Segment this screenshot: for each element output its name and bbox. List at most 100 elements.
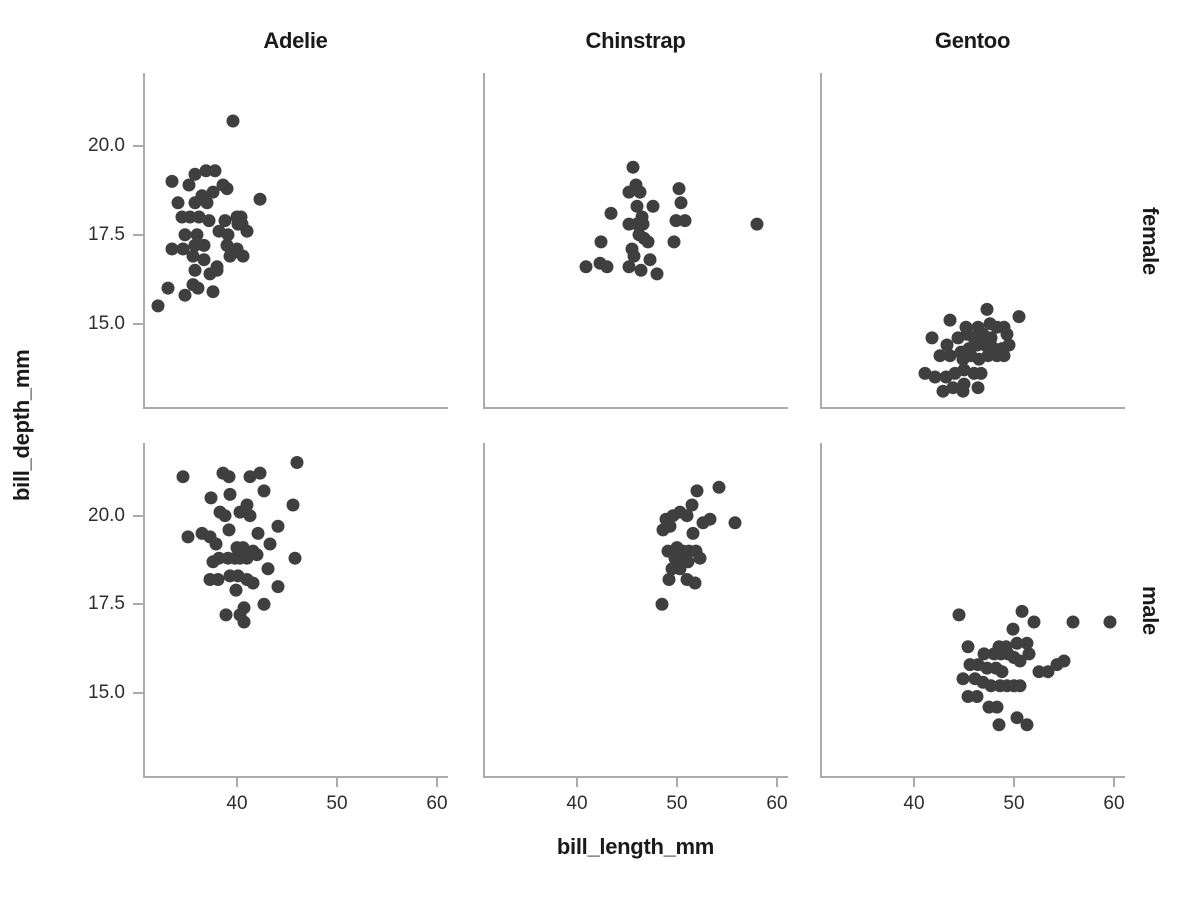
data-point [257, 484, 271, 498]
x-tick-label: 60 [1103, 793, 1125, 814]
data-point [936, 384, 950, 398]
data-point [165, 174, 179, 188]
data-point [933, 349, 947, 363]
x-tick-mark [576, 778, 578, 787]
y-tick-mark [133, 514, 143, 517]
data-point [165, 242, 179, 256]
data-point [1020, 636, 1034, 650]
facet-col-label-adelie: Adelie [263, 28, 328, 53]
data-point [206, 185, 220, 199]
data-point [188, 238, 202, 252]
data-point [940, 338, 954, 352]
data-point [646, 199, 660, 213]
data-point [594, 235, 608, 249]
data-point [240, 498, 254, 512]
data-point [1000, 327, 1014, 341]
axis-line [143, 443, 448, 778]
data-point [1013, 679, 1027, 693]
x-tick-label: 40 [226, 793, 248, 814]
data-point [243, 470, 257, 484]
data-point [271, 519, 285, 533]
data-point [604, 206, 618, 220]
data-point [1010, 636, 1024, 650]
data-point [253, 466, 267, 480]
x-tick-mark [913, 778, 915, 787]
y-tick-mark [133, 233, 143, 236]
data-point [191, 281, 205, 295]
data-point [197, 253, 211, 267]
data-point [200, 196, 214, 210]
axis-line [820, 73, 1125, 409]
x-tick-label: 40 [903, 793, 925, 814]
data-point [286, 498, 300, 512]
data-point [600, 260, 614, 274]
data-point [261, 562, 275, 576]
data-point [957, 363, 971, 377]
panel-gentoo-female [820, 73, 1125, 409]
data-point [236, 541, 250, 555]
data-point [188, 196, 202, 210]
axis-line [143, 73, 448, 409]
y-tick-label: 15.0 [88, 681, 125, 703]
y-axis-title: bill_depth_mm [9, 349, 34, 502]
data-point [633, 185, 647, 199]
data-point [634, 263, 648, 277]
data-point [997, 349, 1011, 363]
data-point [240, 224, 254, 238]
data-point [218, 214, 232, 228]
data-point [218, 509, 232, 523]
y-tick-label: 17.5 [88, 593, 125, 615]
data-point [1010, 711, 1024, 725]
data-point [622, 260, 636, 274]
data-point [655, 597, 669, 611]
data-point [253, 192, 267, 206]
data-point [197, 238, 211, 252]
data-point [728, 516, 742, 530]
data-point [204, 491, 218, 505]
data-point [673, 562, 687, 576]
data-point [956, 672, 970, 686]
data-point [1006, 622, 1020, 636]
data-point [176, 470, 190, 484]
data-point [918, 366, 932, 380]
data-point [199, 164, 213, 178]
data-point [222, 470, 236, 484]
data-point [188, 263, 202, 277]
data-point [667, 235, 681, 249]
data-point [678, 214, 692, 228]
data-point [984, 679, 998, 693]
data-point [650, 267, 664, 281]
data-point [686, 526, 700, 540]
data-point [970, 690, 984, 703]
data-point [992, 718, 1006, 732]
data-point [1057, 654, 1071, 668]
data-point [990, 700, 1004, 714]
panel-chinstrap-male [483, 443, 788, 778]
data-point [981, 349, 995, 363]
y-tick-label: 15.0 [88, 312, 125, 334]
data-point [220, 182, 234, 196]
data-point [995, 665, 1009, 679]
data-point [226, 114, 240, 128]
data-point [246, 576, 260, 590]
data-point [151, 299, 165, 313]
data-point [211, 573, 225, 586]
data-point [181, 530, 195, 544]
data-point [579, 260, 593, 274]
data-point [703, 512, 717, 526]
data-point [943, 313, 957, 327]
data-point [750, 217, 764, 231]
data-point [190, 228, 204, 242]
data-point [222, 523, 236, 537]
y-tick-mark [133, 322, 143, 325]
x-tick-mark [1013, 778, 1015, 787]
y-tick-mark [133, 691, 143, 694]
data-point [1032, 665, 1046, 679]
x-tick-mark [676, 778, 678, 787]
axis-line [483, 443, 788, 778]
data-point [622, 185, 636, 199]
x-tick-mark [336, 778, 338, 787]
y-tick-label: 20.0 [88, 134, 125, 156]
data-point [178, 288, 192, 302]
